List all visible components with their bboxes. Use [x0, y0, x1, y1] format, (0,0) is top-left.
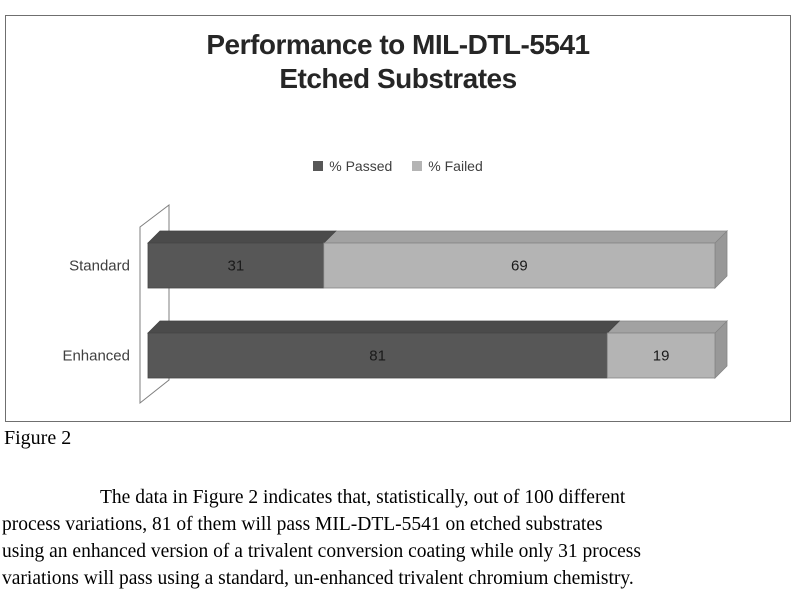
paragraph-line: process variations, 81 of them will pass… [2, 514, 603, 535]
legend-label-passed: % Passed [329, 158, 393, 174]
bar-value-label: 19 [653, 348, 670, 365]
chart-title-line2: Etched Substrates [279, 63, 517, 94]
bar-value-label: 31 [228, 258, 245, 275]
bar-top-face [147, 230, 337, 244]
chart-title: Performance to MIL-DTL-5541 Etched Subst… [6, 28, 790, 96]
category-label: Enhanced [62, 348, 130, 365]
bar-top-face [322, 230, 728, 244]
legend-swatch-failed-icon [412, 161, 423, 171]
legend-item-failed: % Failed [412, 158, 483, 174]
chart-title-line1: Performance to MIL-DTL-5541 [206, 29, 590, 60]
legend-item-passed: % Passed [313, 158, 392, 174]
paragraph-line: The data in Figure 2 indicates that, sta… [100, 487, 626, 508]
paragraph-line: variations will pass using a standard, u… [2, 568, 634, 589]
bar-value-label: 69 [511, 258, 528, 275]
legend-label-failed: % Failed [428, 158, 483, 174]
category-label: Standard [69, 258, 130, 275]
bar-top-face [147, 320, 621, 334]
bar-top-face [606, 320, 728, 334]
bar-segment-standard-passed [147, 242, 325, 289]
bar-value-label: 81 [369, 348, 386, 365]
chart-legend: % Passed % Failed [6, 158, 790, 174]
bar-segment-enhanced-failed [606, 332, 716, 379]
bar-segment-enhanced-passed [147, 332, 608, 379]
paragraph-line: using an enhanced version of a trivalent… [2, 541, 641, 562]
bar-segment-standard-failed [323, 242, 716, 289]
body-paragraph: The data in Figure 2 indicates that, sta… [2, 484, 798, 592]
legend-swatch-passed-icon [313, 161, 324, 171]
figure-caption: Figure 2 [4, 427, 72, 449]
